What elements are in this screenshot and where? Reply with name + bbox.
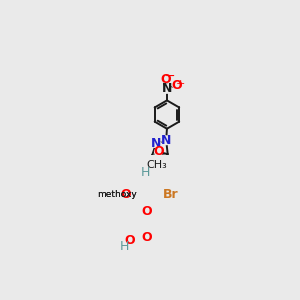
Text: O: O	[121, 188, 131, 201]
Circle shape	[126, 236, 134, 244]
Text: N: N	[162, 82, 172, 95]
Text: O: O	[161, 73, 172, 85]
Circle shape	[162, 136, 170, 145]
Text: O: O	[124, 234, 135, 247]
Circle shape	[154, 148, 162, 156]
Circle shape	[152, 160, 161, 170]
Circle shape	[143, 208, 151, 216]
Text: O: O	[142, 206, 152, 218]
Text: H: H	[120, 240, 129, 253]
Circle shape	[142, 168, 149, 176]
Text: O: O	[171, 79, 182, 92]
Text: N: N	[151, 137, 161, 150]
Text: N: N	[161, 134, 171, 147]
Circle shape	[122, 243, 128, 250]
Text: H: H	[141, 166, 150, 179]
Text: O: O	[153, 145, 164, 158]
Text: methoxy: methoxy	[97, 190, 137, 199]
Circle shape	[122, 191, 130, 199]
Text: O: O	[141, 231, 152, 244]
Circle shape	[166, 190, 176, 200]
Circle shape	[173, 82, 181, 90]
Circle shape	[163, 85, 171, 93]
Circle shape	[111, 189, 123, 201]
Circle shape	[162, 75, 170, 83]
Circle shape	[112, 190, 122, 200]
Text: methoxy: methoxy	[98, 190, 137, 199]
Text: Br: Br	[163, 188, 178, 201]
Text: −: −	[165, 70, 175, 83]
Text: CH₃: CH₃	[146, 160, 167, 170]
Circle shape	[143, 233, 151, 241]
Text: +: +	[176, 79, 185, 89]
Circle shape	[152, 139, 161, 148]
